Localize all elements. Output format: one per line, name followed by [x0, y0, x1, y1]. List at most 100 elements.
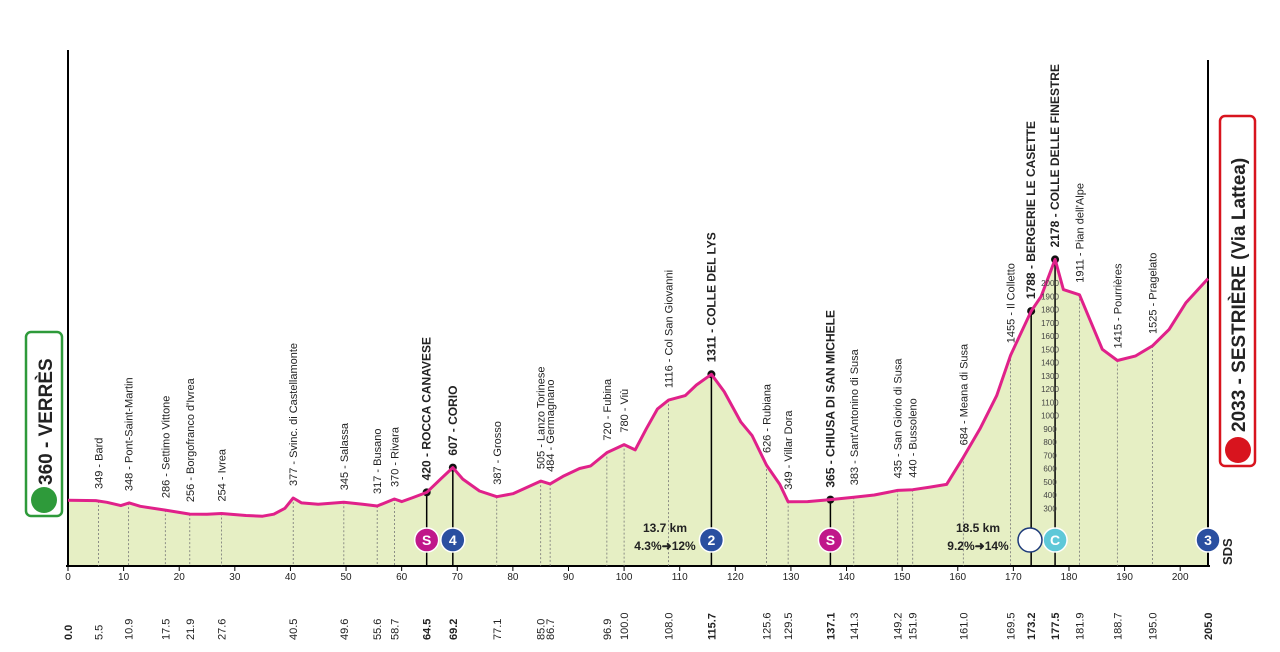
marker-label: S: [422, 532, 431, 548]
waypoint-name: 1525 - Pragelato: [1147, 253, 1159, 334]
waypoint-name: 256 - Borgofranco d'Ivrea: [185, 377, 197, 502]
marker-label: C: [1050, 532, 1060, 548]
waypoint-name: 1415 - Pourrières: [1112, 263, 1124, 348]
waypoint-name: 1311 - COLLE DEL LYS: [704, 232, 718, 362]
y-tick-label: 400: [1043, 491, 1057, 500]
x-tick-label: 50: [340, 572, 352, 583]
marker-label: 4: [449, 532, 457, 548]
x-tick-label: 170: [1005, 572, 1022, 583]
y-tick-label: 700: [1043, 451, 1057, 460]
x-tick-label: 0: [65, 572, 71, 583]
waypoint-name: 254 - Ivrea: [216, 448, 228, 501]
marker: [440, 527, 466, 553]
y-tick-label: 1000: [1041, 412, 1059, 421]
waypoint-name: 383 - Sant'Antonino di Susa: [849, 348, 861, 485]
marker: [817, 527, 844, 553]
waypoint-km: 49.6: [339, 619, 351, 640]
waypoint-name: 377 - Svinc. di Castellamonte: [288, 343, 300, 486]
x-tick-label: 130: [783, 572, 800, 583]
finish-label: 2033 - SESTRIÈRE (Via Lattea): [1228, 158, 1250, 432]
waypoint-name: 626 - Rubiana: [761, 383, 773, 453]
waypoint-km: 21.9: [185, 619, 197, 640]
waypoint-name: 370 - Rivara: [389, 426, 401, 487]
waypoint-name: 317 - Busano: [372, 429, 384, 494]
y-tick-label: 300: [1043, 504, 1057, 513]
waypoint-km: 141.3: [849, 612, 861, 640]
y-tick-label: 1400: [1041, 359, 1059, 368]
waypoint-name: 435 - San Giorio di Susa: [893, 358, 905, 479]
x-tick-label: 20: [174, 572, 186, 583]
y-tick-label: 600: [1043, 465, 1057, 474]
y-tick-label: 1500: [1041, 345, 1059, 354]
waypoint-km: 40.5: [288, 619, 300, 640]
y-tick-label: 500: [1043, 478, 1057, 487]
y-tick-label: 1900: [1041, 292, 1059, 301]
y-tick-label: 800: [1043, 438, 1057, 447]
marker: [1042, 527, 1068, 553]
waypoint-km: 149.2: [893, 612, 905, 640]
x-tick-label: 160: [949, 572, 966, 583]
x-tick-label: 80: [507, 572, 519, 583]
waypoint-name: 348 - Pont-Saint-Martin: [124, 377, 136, 491]
waypoint-km: 17.5: [160, 619, 172, 640]
x-tick-label: 140: [838, 572, 855, 583]
start-box: [24, 330, 64, 518]
waypoint-km: 10.9: [124, 619, 136, 640]
waypoint-km: 55.6: [372, 619, 384, 640]
waypoint-km: 108.0: [664, 612, 676, 640]
x-tick-label: 10: [118, 572, 130, 583]
y-tick-label: 1700: [1041, 319, 1059, 328]
waypoint-km: 27.6: [216, 619, 228, 640]
y-tick-label: 1100: [1041, 398, 1059, 407]
waypoint-km: 69.2: [448, 619, 460, 640]
waypoint-km: 77.1: [492, 619, 504, 640]
x-tick-label: 190: [1116, 572, 1133, 583]
profile-area: [68, 259, 1208, 566]
waypoint-km: 129.5: [783, 612, 795, 640]
waypoint-name: 440 - Bussoleno: [908, 398, 920, 478]
waypoint-name: 349 - Villar Dora: [783, 410, 795, 490]
y-tick-label: 1600: [1041, 332, 1059, 341]
waypoint-name: 1911 - Pian dell'Alpe: [1075, 183, 1087, 283]
waypoint-name: 684 - Meana di Susa: [958, 343, 970, 445]
climb-note: 13.7 km: [643, 521, 687, 535]
marker-label: 3: [1204, 532, 1212, 548]
waypoint-name: 349 - Bard: [94, 438, 106, 489]
start-label: 360 - VERRÈS: [35, 358, 57, 485]
marker-label: 2: [708, 532, 716, 548]
waypoint-km: 169.5: [1006, 612, 1018, 640]
waypoint-km: 181.9: [1075, 612, 1087, 640]
waypoint-name: 420 - ROCCA CANAVESE: [420, 337, 434, 480]
marker-label: S: [826, 532, 835, 548]
x-tick-label: 60: [396, 572, 408, 583]
waypoint-name: 1455 - Il Colletto: [1006, 263, 1018, 343]
x-tick-label: 180: [1061, 572, 1078, 583]
sponsor-badge: [1017, 527, 1043, 553]
waypoint-name: 780 - Viù: [619, 389, 631, 433]
waypoint-km: 64.5: [422, 619, 434, 640]
y-tick-label: 1800: [1041, 306, 1059, 315]
climb-note: 4.3%➜12%: [634, 539, 696, 553]
waypoint-name: 1116 - Col San Giovanni: [664, 270, 676, 388]
waypoint-km: 177.5: [1050, 612, 1062, 640]
waypoint-name: 345 - Salassa: [339, 422, 351, 490]
waypoint-name: 484 - Germagnano: [545, 380, 557, 472]
waypoint-km: 85.0: [536, 619, 548, 640]
profile-line: [67, 257, 1210, 518]
x-tick-label: 100: [616, 572, 633, 583]
start-icon: [31, 487, 57, 513]
waypoint-km: 86.7: [545, 619, 557, 640]
waypoint-name: 2178 - COLLE DELLE FINESTRE: [1048, 64, 1062, 247]
finish-box: [1218, 114, 1257, 468]
waypoint-name: 387 - Grosso: [492, 421, 504, 485]
marker: [698, 527, 725, 553]
waypoint-km: 0.0: [63, 625, 75, 640]
marker: [413, 527, 440, 553]
logo: SDS: [1220, 538, 1235, 565]
waypoint-name: 607 - CORIO: [446, 386, 460, 456]
y-tick-label: 1200: [1041, 385, 1059, 394]
x-tick-label: 30: [229, 572, 241, 583]
waypoint-km: 205.0: [1203, 612, 1215, 640]
x-tick-label: 90: [563, 572, 575, 583]
